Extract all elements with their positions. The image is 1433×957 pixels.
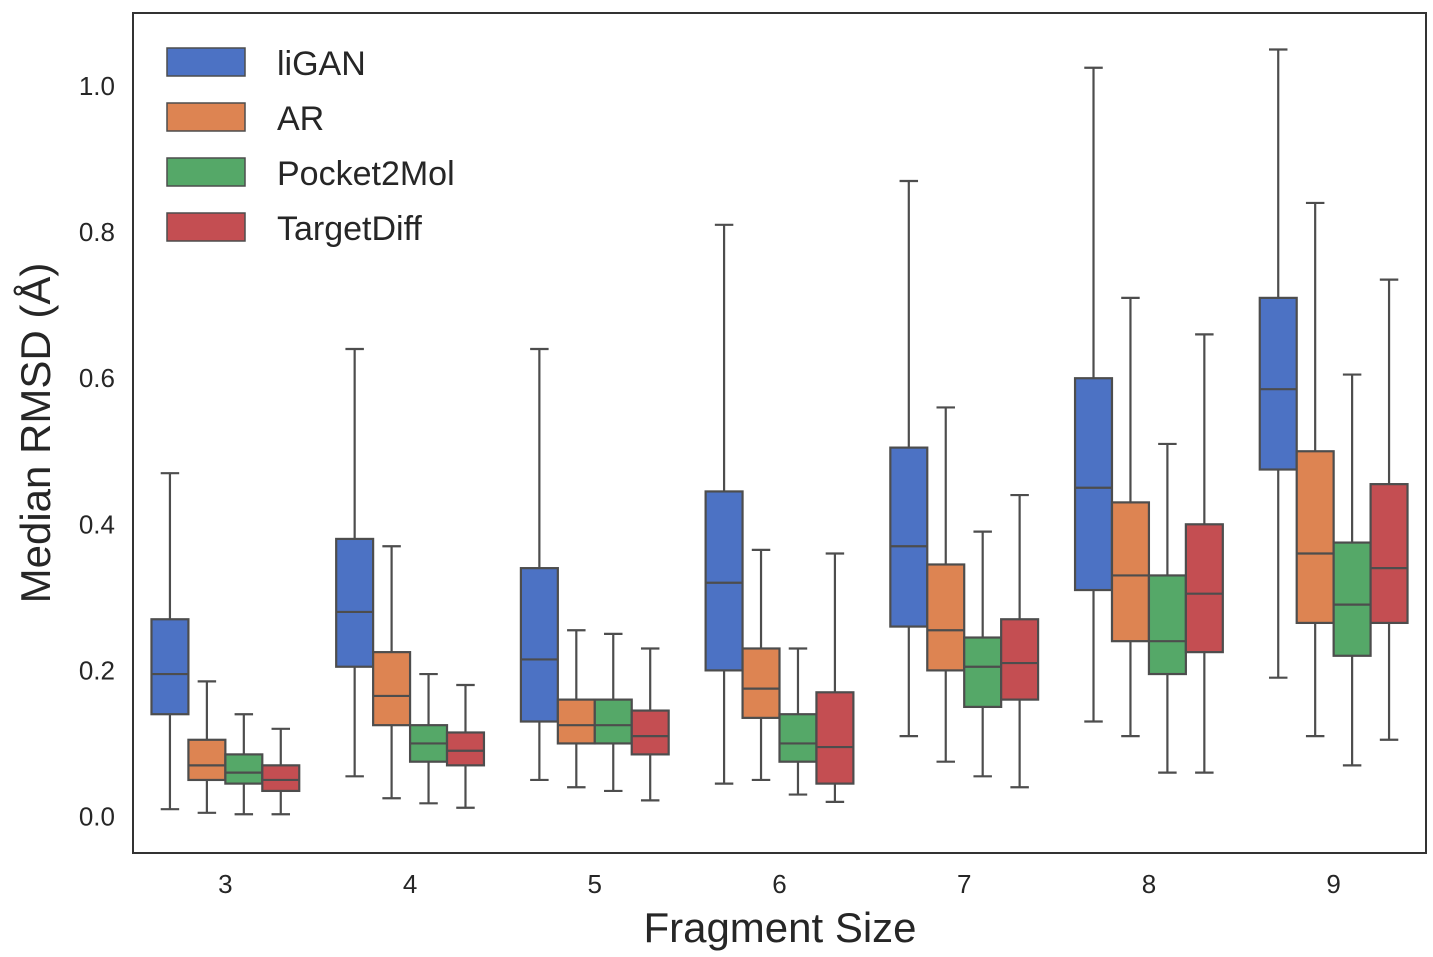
- x-tick-label: 3: [218, 869, 232, 899]
- pocket2mol-box-7: [963, 636, 1003, 709]
- legend-label-targetdiff: TargetDiff: [277, 210, 422, 248]
- ar-box-4: [372, 651, 412, 727]
- pocket2mol-box-9: [1332, 541, 1372, 657]
- ar-box-5: [556, 698, 596, 745]
- ligan-box-4: [335, 537, 375, 668]
- y-tick-label: 0.2: [79, 655, 115, 685]
- ligan-box-5: [519, 567, 559, 723]
- ar-box-8: [1110, 501, 1151, 643]
- legend-swatch-targetdiff: [166, 212, 246, 242]
- pocket2mol-box-5: [593, 698, 633, 745]
- targetdiff-box-8: [1184, 523, 1224, 654]
- legend-label-ligan: liGAN: [277, 45, 366, 83]
- boxes-layer: [150, 48, 1409, 816]
- x-tick-label: 9: [1326, 869, 1340, 899]
- targetdiff-box-4: [445, 731, 486, 767]
- ar-box-9: [1295, 450, 1335, 625]
- y-tick-label: 0.0: [79, 801, 115, 831]
- y-tick-label: 0.8: [79, 217, 115, 247]
- x-tick-label: 8: [1142, 869, 1156, 899]
- pocket2mol-box-6: [778, 713, 818, 763]
- y-axis-ticks: 0.0 0.2 0.4 0.6 0.8 1.0: [79, 71, 115, 831]
- x-tick-label: 6: [772, 869, 786, 899]
- ar-box-7: [926, 563, 966, 672]
- targetdiff-box-5: [630, 709, 670, 756]
- legend-label-pocket2mol: Pocket2Mol: [277, 155, 455, 193]
- ligan-box-6: [704, 490, 744, 672]
- targetdiff-box-3: [261, 764, 301, 793]
- legend-swatch-pocket2mol: [166, 157, 246, 187]
- targetdiff-box-9: [1369, 483, 1409, 625]
- y-tick-label: 1.0: [79, 71, 115, 101]
- y-tick-label: 0.4: [79, 509, 115, 539]
- legend: liGAN AR Pocket2Mol TargetDiff: [166, 45, 455, 248]
- pocket2mol-box-3: [224, 753, 264, 785]
- ligan-box-8: [1073, 377, 1114, 592]
- targetdiff-box-6: [815, 691, 855, 785]
- x-tick-label: 5: [588, 869, 602, 899]
- targetdiff-box-7: [1000, 618, 1040, 701]
- legend-swatch-ligan: [166, 47, 246, 77]
- ligan-box-7: [889, 446, 929, 628]
- x-tick-label: 4: [403, 869, 417, 899]
- pocket2mol-box-8: [1147, 574, 1187, 676]
- ligan-box-9: [1258, 296, 1298, 471]
- x-axis-ticks: 3 4 5 6 7 8 9: [218, 869, 1341, 899]
- x-tick-label: 7: [957, 869, 971, 899]
- y-tick-label: 0.6: [79, 363, 115, 393]
- ligan-box-3: [150, 618, 190, 716]
- ar-box-6: [741, 647, 781, 719]
- ar-box-3: [187, 738, 227, 782]
- y-axis-label: Median RMSD (Å): [12, 263, 59, 604]
- legend-label-ar: AR: [277, 100, 324, 138]
- legend-swatch-ar: [166, 102, 246, 132]
- x-axis-label: Fragment Size: [643, 904, 916, 951]
